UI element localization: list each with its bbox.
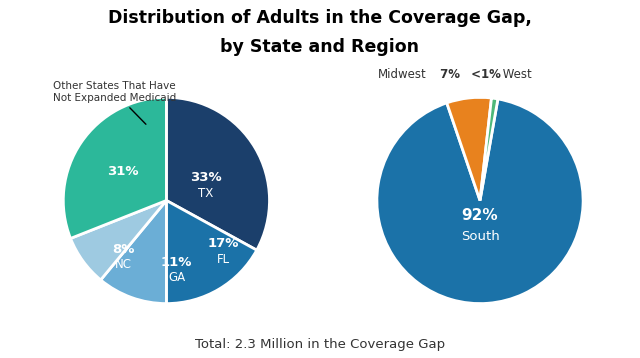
- Wedge shape: [166, 97, 269, 250]
- Text: South: South: [461, 230, 499, 243]
- Wedge shape: [100, 200, 166, 304]
- Text: by State and Region: by State and Region: [221, 38, 419, 55]
- Text: <1%: <1%: [467, 68, 500, 81]
- Text: 31%: 31%: [108, 165, 139, 178]
- Wedge shape: [447, 97, 492, 200]
- Wedge shape: [70, 200, 166, 280]
- Text: 92%: 92%: [461, 208, 499, 223]
- Text: 11%: 11%: [161, 256, 193, 269]
- Text: FL: FL: [216, 253, 230, 266]
- Text: 33%: 33%: [190, 171, 221, 184]
- Text: Midwest: Midwest: [378, 68, 426, 81]
- Text: Total: 2.3 Million in the Coverage Gap: Total: 2.3 Million in the Coverage Gap: [195, 338, 445, 351]
- Wedge shape: [166, 200, 257, 304]
- Text: 17%: 17%: [207, 237, 239, 250]
- Wedge shape: [480, 98, 498, 200]
- Wedge shape: [377, 99, 583, 304]
- Text: 8%: 8%: [112, 243, 134, 256]
- Text: TX: TX: [198, 187, 213, 200]
- Text: 7%: 7%: [436, 68, 460, 81]
- Text: GA: GA: [168, 271, 185, 284]
- Text: NC: NC: [115, 258, 132, 271]
- Text: Other States That Have
Not Expanded Medicaid: Other States That Have Not Expanded Medi…: [53, 81, 176, 124]
- Text: Distribution of Adults in the Coverage Gap,: Distribution of Adults in the Coverage G…: [108, 9, 532, 27]
- Wedge shape: [63, 97, 166, 238]
- Text: West: West: [499, 68, 531, 81]
